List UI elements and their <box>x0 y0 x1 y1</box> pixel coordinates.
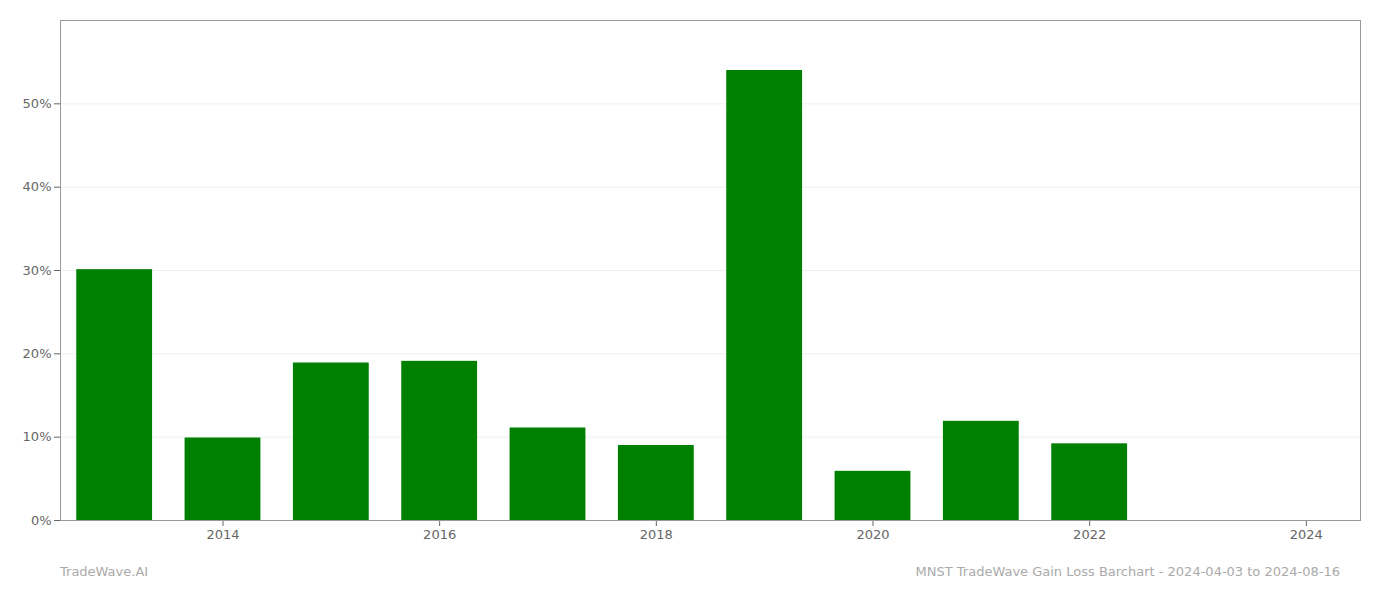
svg-text:2022: 2022 <box>1073 527 1106 542</box>
svg-text:2018: 2018 <box>640 527 673 542</box>
svg-text:2020: 2020 <box>856 527 889 542</box>
svg-text:2024: 2024 <box>1290 527 1323 542</box>
svg-text:40%: 40% <box>23 179 52 194</box>
svg-text:30%: 30% <box>23 263 52 278</box>
svg-text:10%: 10% <box>23 429 52 444</box>
svg-text:50%: 50% <box>23 96 52 111</box>
svg-text:0%: 0% <box>31 513 52 528</box>
svg-text:2016: 2016 <box>423 527 456 542</box>
svg-text:20%: 20% <box>23 346 52 361</box>
svg-text:2014: 2014 <box>206 527 239 542</box>
html-text:MNST TradeWave Gain Loss Barch: MNST TradeWave Gain Loss Barchart - 2024… <box>915 564 1340 579</box>
html-text:TradeWave.AI: TradeWave.AI <box>60 564 149 579</box>
